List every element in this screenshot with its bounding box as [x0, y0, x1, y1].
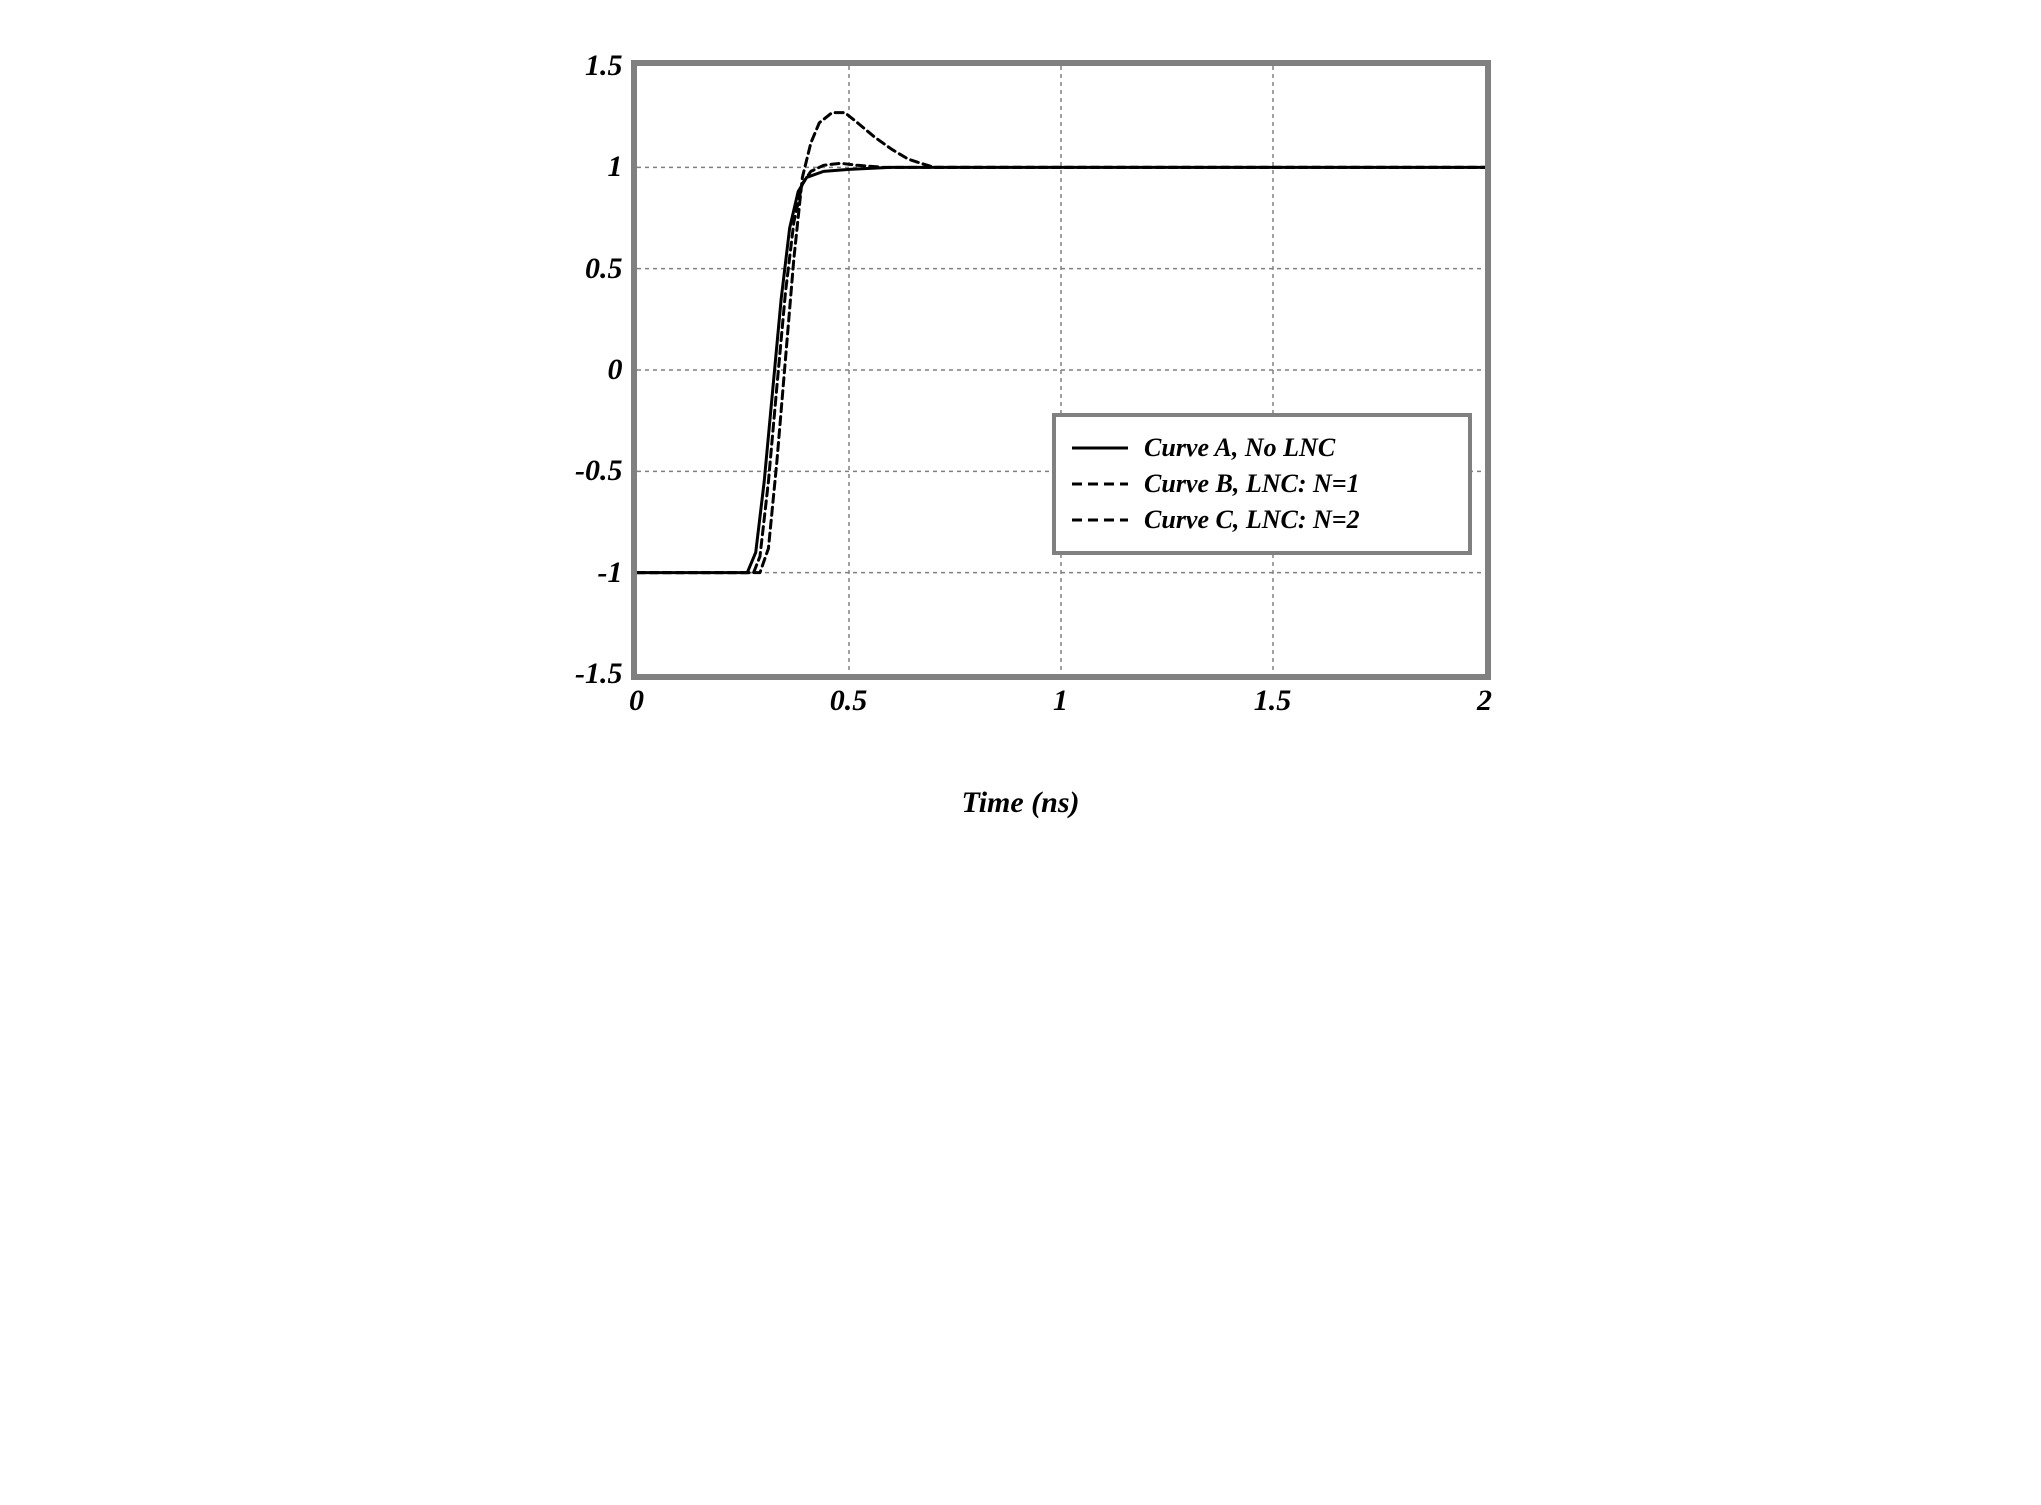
y-tick-label: -1 [598, 556, 637, 590]
legend-item: Curve A, No LNC [1070, 433, 1454, 463]
legend-item-label: Curve A, No LNC [1144, 433, 1335, 463]
x-tick-label: 0.5 [830, 674, 868, 718]
legend-item: Curve B, LNC: N=1 [1070, 469, 1454, 499]
y-tick-label: 1 [608, 150, 637, 184]
chart-svg [637, 66, 1485, 674]
x-tick-label: 1.5 [1254, 674, 1292, 718]
legend-item-label: Curve B, LNC: N=1 [1144, 469, 1360, 499]
legend-box: Curve A, No LNC Curve B, LNC: N=1 Curve C,… [1052, 413, 1472, 555]
x-tick-label: 1 [1053, 674, 1068, 718]
legend-item-label: Curve C, LNC: N=2 [1144, 505, 1360, 535]
legend-item: Curve C, LNC: N=2 [1070, 505, 1454, 535]
x-tick-label: 0 [629, 674, 644, 718]
y-tick-label: 0 [608, 353, 637, 387]
y-tick-label: -1.5 [575, 657, 637, 691]
y-tick-label: 1.5 [585, 49, 637, 83]
chart-container: Normalized Write Current Time (ns) Curve… [521, 40, 1521, 760]
y-tick-label: -0.5 [575, 454, 637, 488]
plot-area: Curve A, No LNC Curve B, LNC: N=1 Curve C,… [631, 60, 1491, 680]
x-tick-label: 2 [1477, 674, 1492, 718]
y-tick-label: 0.5 [585, 252, 637, 286]
x-axis-label: Time (ns) [961, 786, 1079, 820]
